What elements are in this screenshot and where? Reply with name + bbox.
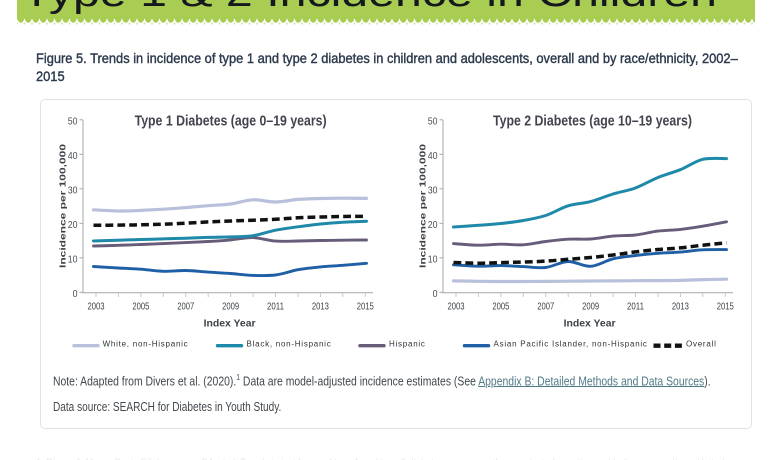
- svg-text:Index Year: Index Year: [204, 319, 256, 330]
- svg-text:2005: 2005: [492, 302, 509, 313]
- svg-text:Hispanic: Hispanic: [389, 339, 426, 348]
- svg-text:20: 20: [68, 220, 78, 231]
- svg-text:Type 1 Diabetes (age 0–19 year: Type 1 Diabetes (age 0–19 years): [135, 113, 327, 130]
- svg-text:2015: 2015: [717, 302, 734, 313]
- svg-text:30: 30: [428, 186, 438, 197]
- svg-text:Index Year: Index Year: [564, 319, 616, 330]
- svg-text:2015: 2015: [357, 302, 374, 313]
- svg-text:2011: 2011: [627, 302, 644, 313]
- svg-text:10: 10: [68, 255, 78, 266]
- svg-text:White, non-Hispanic: White, non-Hispanic: [103, 339, 189, 348]
- svg-text:2009: 2009: [582, 302, 599, 313]
- svg-text:0: 0: [433, 289, 438, 300]
- svg-text:40: 40: [68, 151, 78, 162]
- svg-text:2007: 2007: [177, 302, 194, 313]
- svg-text:0: 0: [73, 289, 78, 300]
- svg-text:50: 50: [68, 117, 78, 128]
- svg-text:2009: 2009: [222, 302, 239, 313]
- svg-text:2011: 2011: [267, 302, 284, 313]
- svg-text:50: 50: [428, 117, 438, 128]
- svg-text:Asian Pacific Islander, non-Hi: Asian Pacific Islander, non-Hispanic: [494, 339, 648, 348]
- svg-text:Type 1 & 2 Incidence in Childr: Type 1 & 2 Incidence in Children: [22, 0, 717, 15]
- svg-text:10: 10: [428, 255, 438, 266]
- svg-text:2003: 2003: [88, 302, 105, 313]
- svg-text:2003: 2003: [448, 302, 465, 313]
- svg-text:Overall: Overall: [686, 339, 717, 348]
- svg-text:Incidence per 100,000: Incidence per 100,000: [58, 144, 68, 268]
- svg-text:Incidence per 100,000: Incidence per 100,000: [418, 144, 428, 268]
- svg-text:2013: 2013: [312, 302, 329, 313]
- svg-text:Type 2 Diabetes (age 10–19 yea: Type 2 Diabetes (age 10–19 years): [493, 113, 692, 130]
- svg-text:30: 30: [68, 186, 78, 197]
- svg-text:2007: 2007: [537, 302, 554, 313]
- svg-text:Black, non-Hispanic: Black, non-Hispanic: [247, 339, 332, 348]
- svg-text:2005: 2005: [132, 302, 149, 313]
- svg-text:2013: 2013: [672, 302, 689, 313]
- svg-text:40: 40: [428, 151, 438, 162]
- svg-text:20: 20: [428, 220, 438, 231]
